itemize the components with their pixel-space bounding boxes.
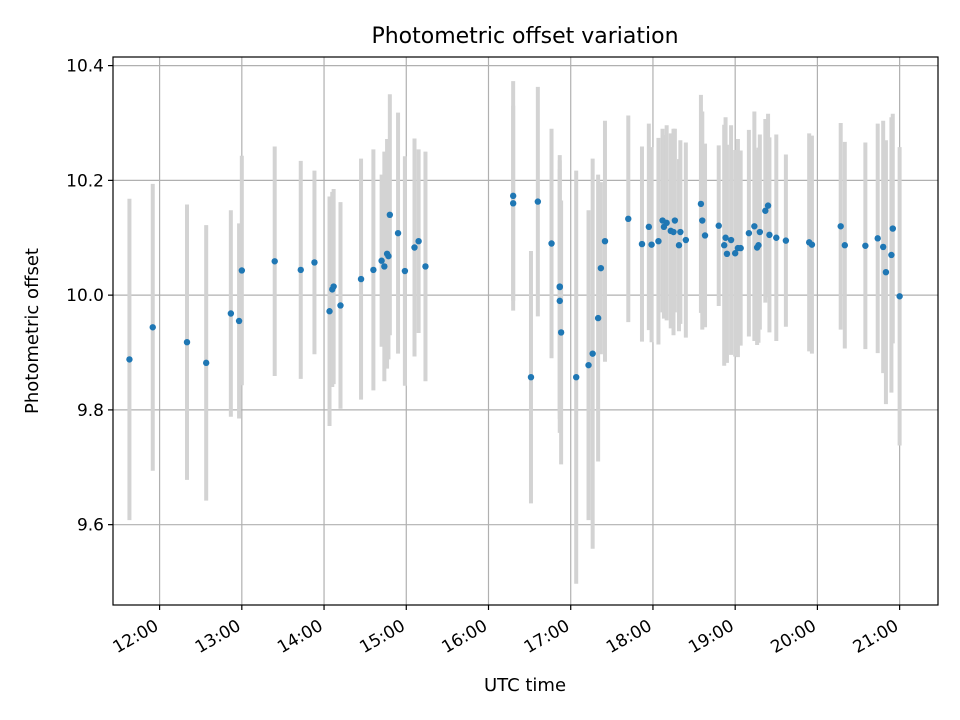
y-tick-label: 10.2: [66, 171, 104, 191]
data-point: [386, 211, 394, 219]
data-point: [874, 235, 881, 242]
data-point: [126, 356, 133, 363]
data-point: [722, 234, 729, 241]
data-point: [766, 231, 773, 239]
data-point: [701, 232, 709, 239]
data-point: [837, 223, 844, 230]
y-axis-label: Photometric offset: [22, 248, 43, 414]
data-point: [556, 297, 563, 305]
data-point: [326, 308, 333, 315]
data-point: [548, 240, 555, 247]
data-point: [557, 329, 565, 336]
data-point: [896, 293, 903, 300]
data-point: [411, 244, 418, 251]
data-point: [509, 200, 517, 207]
data-point: [585, 361, 592, 369]
data-point: [737, 244, 744, 252]
data-point: [841, 242, 849, 249]
y-axis-ticks: 9.6 9.8 10.0 10.2 10.4: [66, 57, 113, 536]
data-point: [573, 373, 580, 381]
grid: [113, 57, 938, 605]
data-point: [648, 241, 655, 248]
data-point: [671, 217, 679, 224]
data-point: [202, 359, 210, 367]
data-point: [645, 223, 653, 231]
data-point: [625, 215, 632, 223]
data-point: [311, 259, 318, 266]
data-point: [227, 310, 235, 317]
data-point: [534, 198, 542, 205]
data-point: [756, 228, 764, 236]
y-tick-label: 10.4: [66, 57, 104, 77]
data-point: [337, 302, 344, 309]
chart-title: Photometric offset variation: [371, 24, 678, 49]
data-point: [745, 229, 753, 237]
data-points: [126, 192, 903, 381]
data-point: [697, 200, 705, 208]
data-point: [731, 250, 739, 257]
plot-frame: [112, 56, 939, 606]
data-point: [773, 234, 780, 241]
data-point: [238, 267, 246, 274]
data-point: [357, 275, 365, 283]
y-tick-label: 9.8: [77, 401, 104, 421]
y-tick-label: 10.0: [66, 286, 104, 306]
data-point: [682, 236, 690, 244]
data-point: [727, 236, 735, 244]
data-point: [330, 283, 337, 290]
data-point: [888, 251, 895, 259]
data-point: [601, 237, 609, 245]
data-point: [882, 268, 890, 276]
data-point: [415, 237, 422, 245]
data-point: [755, 242, 762, 249]
data-point: [675, 242, 683, 249]
data-point: [589, 350, 596, 357]
data-point: [401, 267, 409, 275]
data-point: [235, 317, 243, 325]
data-point: [699, 217, 706, 224]
data-point: [381, 263, 388, 270]
data-point: [378, 257, 385, 264]
x-axis-label: UTC time: [484, 675, 566, 696]
data-point: [655, 237, 662, 245]
data-point: [879, 243, 887, 251]
data-point: [638, 240, 646, 248]
data-point: [594, 314, 602, 322]
data-point: [721, 242, 728, 249]
data-point: [370, 266, 377, 274]
data-point: [782, 237, 790, 244]
y-tick-label: 9.6: [77, 516, 104, 536]
data-point: [862, 242, 869, 249]
data-point: [183, 338, 191, 346]
data-point: [597, 264, 605, 272]
data-point: [394, 229, 402, 237]
data-point: [670, 228, 677, 236]
data-point: [556, 283, 563, 290]
data-point: [764, 202, 772, 209]
data-point: [723, 250, 731, 258]
data-point: [715, 222, 722, 229]
data-point: [751, 223, 758, 230]
data-point: [509, 192, 517, 200]
data-point: [297, 266, 304, 274]
data-point: [271, 258, 278, 265]
data-point: [422, 263, 429, 270]
data-point: [677, 228, 684, 236]
data-point: [808, 241, 816, 248]
data-point: [149, 324, 156, 331]
data-point: [762, 207, 769, 214]
data-point: [527, 373, 535, 381]
data-point: [385, 252, 392, 260]
data-point: [889, 225, 896, 232]
data-point: [663, 219, 670, 227]
